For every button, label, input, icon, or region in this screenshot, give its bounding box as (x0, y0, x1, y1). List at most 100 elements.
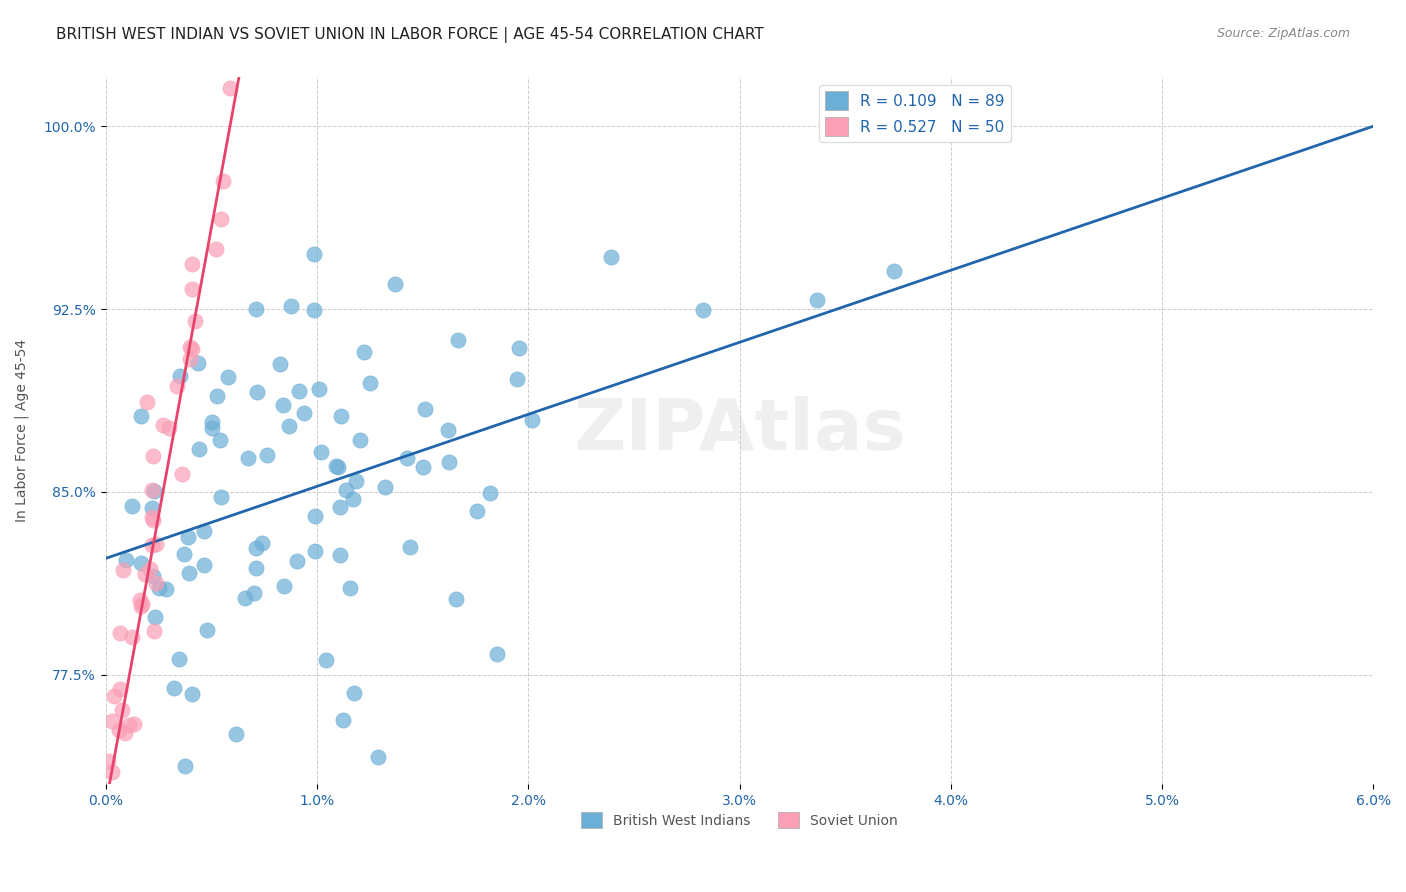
Point (465, 504, 488, 518)
Point (100, 714, 122, 729)
Point (243, 585, 266, 599)
Point (304, 544, 326, 558)
Point (271, 399, 294, 413)
Point (110, 626, 132, 640)
Point (111, 802, 134, 816)
Point (302, 302, 325, 317)
Point (111, 703, 134, 717)
Point (121, 630, 143, 644)
Point (195, 623, 218, 637)
Point (101, 765, 124, 780)
Point (141, 538, 163, 552)
Point (329, 500, 352, 514)
Point (129, 599, 152, 613)
Point (177, 530, 200, 544)
Point (325, 459, 347, 474)
Point (309, 445, 332, 459)
Point (174, 759, 197, 773)
Point (142, 449, 165, 463)
Text: BRITISH WEST INDIAN VS SOVIET UNION IN LABOR FORCE | AGE 45-54 CORRELATION CHART: BRITISH WEST INDIAN VS SOVIET UNION IN L… (56, 27, 763, 43)
Point (142, 483, 165, 498)
Point (181, 257, 204, 271)
Point (169, 369, 191, 384)
Y-axis label: In Labor Force | Age 45-54: In Labor Force | Age 45-54 (15, 339, 30, 523)
Point (339, 581, 361, 595)
Point (367, 749, 389, 764)
Point (187, 356, 209, 370)
Point (250, 536, 273, 550)
Point (166, 379, 188, 393)
Point (112, 563, 135, 577)
Point (209, 491, 232, 505)
Point (508, 341, 530, 355)
Point (217, 370, 239, 384)
Point (157, 421, 180, 435)
Point (114, 726, 136, 740)
Point (238, 450, 260, 465)
Point (439, 455, 461, 469)
Point (179, 340, 201, 354)
Point (692, 302, 714, 317)
Point (180, 282, 202, 296)
Point (353, 345, 375, 359)
Point (201, 415, 224, 429)
Point (344, 474, 367, 488)
Point (436, 423, 458, 437)
Point (173, 548, 195, 562)
Point (129, 556, 152, 570)
Point (193, 558, 215, 573)
Point (110, 681, 132, 696)
Point (145, 575, 167, 590)
Point (506, 372, 529, 386)
Point (359, 376, 381, 390)
Point (335, 483, 357, 497)
Point (122, 716, 145, 731)
Point (288, 384, 311, 398)
Point (412, 459, 434, 474)
Point (349, 434, 371, 448)
Point (115, 553, 138, 567)
Point (101, 786, 124, 800)
Point (139, 561, 162, 575)
Point (330, 409, 353, 423)
Point (118, 718, 141, 732)
Point (520, 413, 543, 427)
Point (212, 174, 235, 188)
Point (245, 560, 267, 574)
Point (374, 480, 396, 494)
Point (225, 727, 247, 741)
Point (181, 687, 204, 701)
Point (97, 861, 120, 875)
Point (446, 333, 468, 347)
Point (205, 242, 228, 256)
Point (273, 579, 295, 593)
Point (287, 553, 309, 567)
Point (308, 383, 330, 397)
Point (141, 483, 163, 497)
Point (169, 651, 191, 665)
Point (136, 395, 159, 409)
Point (110, 796, 132, 810)
Point (478, 486, 501, 500)
Point (142, 513, 165, 527)
Point (280, 299, 302, 313)
Point (187, 442, 209, 456)
Point (209, 212, 232, 227)
Point (396, 450, 419, 465)
Point (806, 293, 828, 307)
Point (107, 723, 129, 737)
Point (233, 591, 256, 606)
Point (446, 592, 468, 607)
Point (413, 401, 436, 416)
Point (256, 448, 278, 462)
Point (245, 301, 267, 316)
Point (209, 433, 232, 447)
Point (97, 754, 120, 768)
Point (332, 713, 354, 727)
Point (238, 61, 260, 75)
Point (328, 460, 350, 475)
Point (143, 624, 166, 638)
Point (328, 548, 350, 562)
Point (134, 566, 156, 581)
Point (315, 652, 337, 666)
